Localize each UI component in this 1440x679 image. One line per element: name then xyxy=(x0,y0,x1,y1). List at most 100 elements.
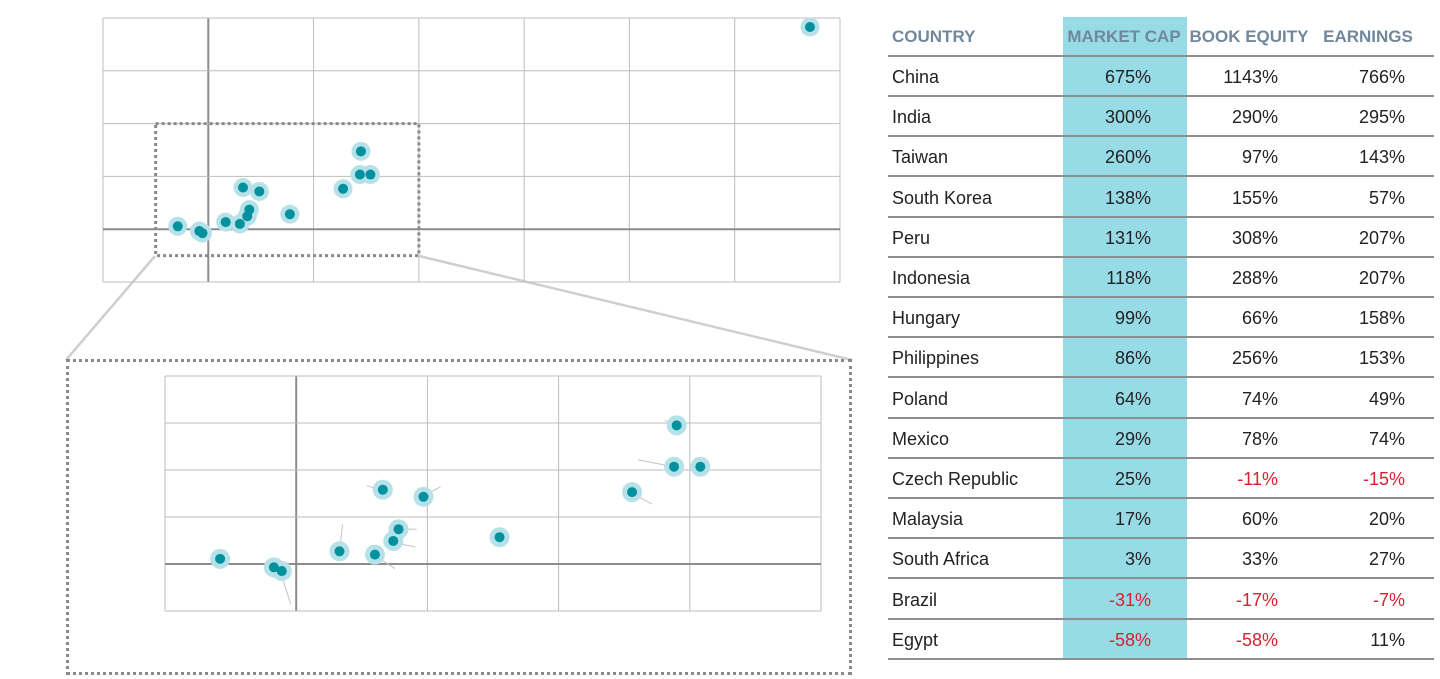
country-cell: Mexico xyxy=(892,428,950,449)
value-cell-market-cap: 17% xyxy=(1114,509,1151,530)
table-header: COUNTRY MARKET CAP BOOK EQUITY EARNINGS xyxy=(888,17,1434,57)
value-cell-market-cap: 29% xyxy=(1114,428,1151,449)
value-cell-earnings: 49% xyxy=(1368,388,1405,409)
table-row: Egypt -58% -58% 11% xyxy=(888,620,1434,660)
value-cell-earnings: 295% xyxy=(1358,107,1405,128)
table-row: China 675% 1143% 766% xyxy=(888,57,1434,97)
point-peru xyxy=(695,461,706,472)
country-cell: Poland xyxy=(892,388,949,409)
leader-line-czech-republic xyxy=(282,578,292,605)
table-row: Poland 64% 74% 49% xyxy=(888,379,1434,419)
value-cell-book-equity: 33% xyxy=(1241,549,1278,570)
point-hungary xyxy=(238,182,249,193)
point-taiwan xyxy=(418,491,429,502)
connector-right xyxy=(418,254,853,362)
value-cell-market-cap: 64% xyxy=(1114,388,1151,409)
point-india xyxy=(355,146,366,157)
connector-left xyxy=(65,255,156,361)
value-cell-earnings: 207% xyxy=(1358,268,1405,288)
point-egypt xyxy=(215,553,226,564)
value-cell-book-equity: 66% xyxy=(1241,308,1278,329)
point-indonesia xyxy=(669,461,680,472)
country-cell: Czech Republic xyxy=(892,469,1019,489)
table-row: Brazil -31% -17% -7% xyxy=(888,580,1434,620)
value-cell-market-cap: 3% xyxy=(1124,549,1151,570)
point-poland xyxy=(388,535,399,546)
value-cell-book-equity: 60% xyxy=(1241,509,1278,530)
country-cell: Hungary xyxy=(892,308,961,329)
point-malaysia xyxy=(369,549,380,560)
point-taiwan xyxy=(254,186,265,197)
value-cell-market-cap: -58% xyxy=(1108,629,1151,650)
market-cap-highlight xyxy=(1063,17,1187,660)
country-cell: Philippines xyxy=(892,348,980,369)
value-cell-market-cap: -31% xyxy=(1108,589,1151,610)
table-row: India 300% 290% 295% xyxy=(888,97,1434,138)
point-malaysia xyxy=(234,218,245,229)
value-cell-earnings: 766% xyxy=(1358,67,1405,87)
leader-line-indonesia xyxy=(637,459,669,467)
table-row: Philippines 86% 256% 153% xyxy=(888,338,1434,379)
value-cell-market-cap: 86% xyxy=(1114,348,1151,369)
value-cell-earnings: 57% xyxy=(1368,187,1405,208)
value-cell-market-cap: 118% xyxy=(1106,268,1151,288)
country-cell: Brazil xyxy=(892,589,938,610)
point-india xyxy=(671,420,682,431)
point-mexico xyxy=(393,524,404,535)
table-row: Malaysia 17% 60% 20% xyxy=(888,499,1434,540)
value-cell-book-equity: 308% xyxy=(1231,227,1278,248)
value-cell-earnings: 11% xyxy=(1370,629,1405,650)
point-brazil xyxy=(194,226,205,237)
value-cell-book-equity: -11% xyxy=(1237,469,1278,489)
leader-line-malaysia xyxy=(380,559,396,570)
value-cell-book-equity: 97% xyxy=(1241,147,1278,168)
value-cell-earnings: 27% xyxy=(1368,549,1405,570)
country-cell: Indonesia xyxy=(892,268,971,288)
value-cell-earnings: 20% xyxy=(1368,509,1405,530)
value-cell-earnings: -7% xyxy=(1372,589,1405,610)
country-cell: China xyxy=(892,67,940,87)
value-cell-book-equity: -58% xyxy=(1235,629,1278,650)
value-cell-earnings: 207% xyxy=(1358,227,1405,248)
table-row: Peru 131% 308% 207% xyxy=(888,218,1434,258)
country-cell: Taiwan xyxy=(892,147,949,168)
leader-line-poland xyxy=(400,543,416,548)
point-south-korea xyxy=(284,209,295,220)
table-row: South Africa 3% 33% 27% xyxy=(888,539,1434,580)
value-cell-book-equity: 288% xyxy=(1231,268,1278,288)
point-philippines xyxy=(627,487,638,498)
table-row: South Korea 138% 155% 57% xyxy=(888,178,1434,218)
point-south-africa xyxy=(220,217,231,228)
value-cell-book-equity: 1143% xyxy=(1223,67,1278,87)
value-cell-market-cap: 131% xyxy=(1104,227,1151,248)
value-cell-earnings: 158% xyxy=(1358,308,1405,329)
value-cell-earnings: 74% xyxy=(1368,428,1405,449)
table-row: Czech Republic 25% -11% -15% xyxy=(888,459,1434,499)
point-china xyxy=(804,21,815,32)
value-cell-book-equity: -17% xyxy=(1235,589,1278,610)
country-cell: India xyxy=(892,107,932,128)
point-hungary xyxy=(377,484,388,495)
value-cell-book-equity: 290% xyxy=(1231,107,1278,128)
value-cell-earnings: 143% xyxy=(1358,147,1405,168)
country-cell: Malaysia xyxy=(892,509,964,530)
point-brazil xyxy=(268,562,279,573)
country-cell: South Korea xyxy=(892,187,993,208)
value-cell-market-cap: 260% xyxy=(1104,147,1151,168)
point-czech-republic xyxy=(276,566,287,577)
point-south-korea xyxy=(494,532,505,543)
header-market-cap: MARKET CAP xyxy=(1067,27,1181,46)
country-cell: Peru xyxy=(892,227,931,248)
point-indonesia xyxy=(354,169,365,180)
value-cell-market-cap: 25% xyxy=(1114,469,1151,489)
zoom-scatter-chart xyxy=(164,375,822,612)
table-row: Indonesia 118% 288% 207% xyxy=(888,258,1434,298)
value-cell-book-equity: 155% xyxy=(1231,187,1278,208)
value-cell-market-cap: 300% xyxy=(1104,107,1151,128)
leader-line-south-africa xyxy=(339,524,343,544)
value-cell-earnings: 153% xyxy=(1358,348,1405,369)
header-earnings: EARNINGS xyxy=(1323,27,1413,46)
value-cell-book-equity: 74% xyxy=(1241,388,1278,409)
zoom-frame xyxy=(66,359,852,675)
